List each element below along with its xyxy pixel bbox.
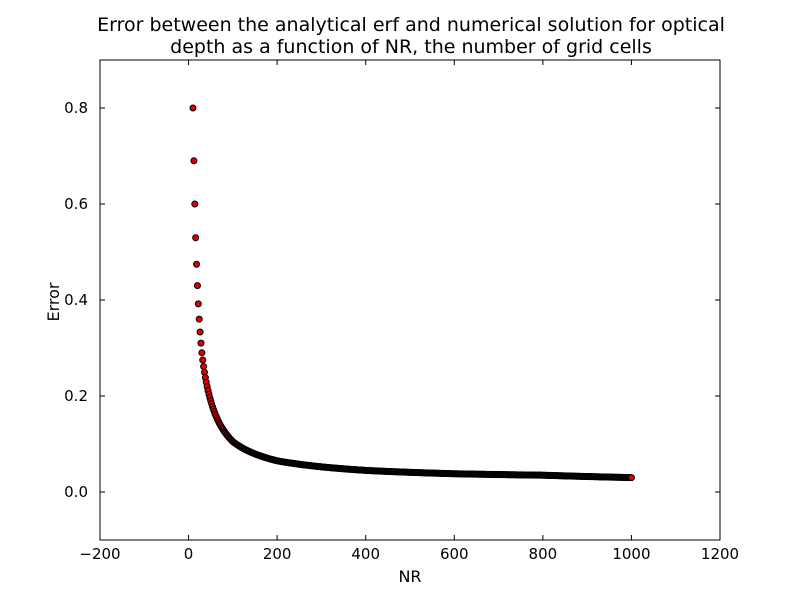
- data-point: [191, 200, 199, 208]
- data-point: [189, 104, 197, 112]
- x-axis-label: NR: [398, 567, 421, 586]
- data-point: [194, 300, 202, 308]
- x-tick-label: 1200: [701, 545, 739, 563]
- y-tick-label: 0.0: [64, 483, 88, 501]
- data-point: [199, 356, 207, 364]
- y-axis-label: Error: [44, 282, 63, 321]
- data-point: [198, 349, 206, 357]
- data-point: [200, 363, 208, 370]
- data-point: [193, 282, 201, 290]
- chart-title-line-1: Error between the analytical erf and num…: [97, 14, 725, 36]
- scatter-points: [189, 104, 635, 482]
- y-tick-label: 0.8: [64, 99, 88, 117]
- y-tick-label: 0.2: [64, 387, 88, 405]
- y-tick-label: 0.4: [64, 291, 88, 309]
- plot-area-frame: [99, 59, 721, 541]
- data-point: [195, 315, 203, 323]
- axis-ticks: −200 0 200 400 600 800 1000 1200 0.0 0.2 0.4 0.6 0.8: [64, 60, 739, 563]
- x-tick-label: −200: [79, 545, 120, 563]
- x-tick-label: 0: [184, 545, 194, 563]
- x-tick-label: 600: [440, 545, 469, 563]
- x-tick-label: 400: [351, 545, 380, 563]
- data-point: [627, 474, 635, 482]
- chart-title-line-2: depth as a function of NR, the number of…: [170, 36, 652, 58]
- data-point: [193, 260, 201, 268]
- x-tick-label: 800: [529, 545, 558, 563]
- data-point: [190, 157, 198, 165]
- data-point: [197, 339, 205, 347]
- x-tick-label: 1000: [612, 545, 650, 563]
- x-tick-label: 200: [263, 545, 292, 563]
- data-point: [196, 328, 204, 336]
- data-point: [192, 234, 200, 242]
- y-tick-label: 0.6: [64, 195, 88, 213]
